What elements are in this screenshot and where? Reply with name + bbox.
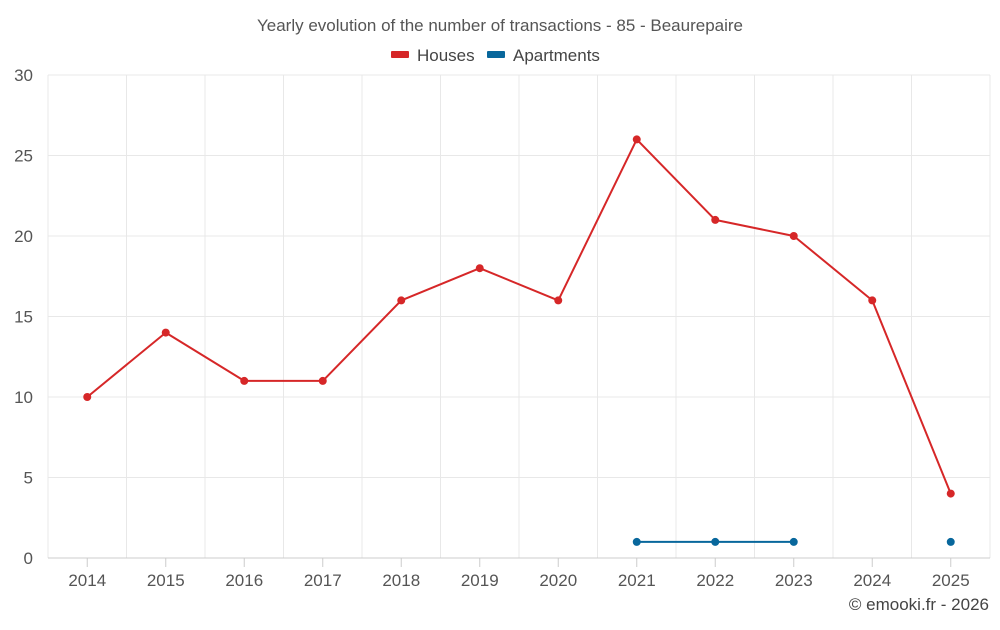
x-tick-label: 2017 xyxy=(304,571,342,590)
y-tick-label: 20 xyxy=(14,227,33,246)
y-tick-label: 10 xyxy=(14,388,33,407)
y-tick-label: 0 xyxy=(24,549,33,568)
legend-label-apartments: Apartments xyxy=(513,46,600,65)
data-point-houses[interactable] xyxy=(318,376,327,385)
data-point-houses[interactable] xyxy=(161,328,170,337)
series-line-houses xyxy=(86,138,952,494)
legend: Houses Apartments xyxy=(391,46,600,65)
x-tick-label: 2018 xyxy=(382,571,420,590)
data-point-houses[interactable] xyxy=(397,296,406,305)
legend-label-houses: Houses xyxy=(417,46,475,65)
data-point-houses[interactable] xyxy=(711,215,720,224)
legend-item-houses[interactable]: Houses xyxy=(391,46,475,65)
y-tick-label: 30 xyxy=(14,66,33,85)
data-point-apartments[interactable] xyxy=(711,537,720,546)
y-tick-label: 5 xyxy=(24,469,33,488)
x-tick-label: 2021 xyxy=(618,571,656,590)
legend-swatch-houses xyxy=(391,51,409,58)
x-tick-label: 2014 xyxy=(68,571,106,590)
x-tick-label: 2022 xyxy=(696,571,734,590)
data-point-apartments[interactable] xyxy=(946,537,955,546)
data-point-houses[interactable] xyxy=(946,489,955,498)
x-tick-label: 2025 xyxy=(932,571,970,590)
legend-swatch-apartments xyxy=(487,51,505,58)
x-tick-label: 2016 xyxy=(225,571,263,590)
legend-item-apartments[interactable]: Apartments xyxy=(487,46,600,65)
data-point-houses[interactable] xyxy=(554,296,563,305)
y-tick-label: 15 xyxy=(14,308,33,327)
y-tick-label: 25 xyxy=(14,147,33,166)
x-tick-label: 2019 xyxy=(461,571,499,590)
data-point-houses[interactable] xyxy=(789,232,798,240)
x-tick-label: 2023 xyxy=(775,571,813,590)
series xyxy=(83,135,955,546)
chart-title: Yearly evolution of the number of transa… xyxy=(257,16,743,35)
series-houses xyxy=(83,135,955,498)
data-point-houses[interactable] xyxy=(83,393,92,401)
x-tick-label: 2015 xyxy=(147,571,185,590)
data-point-houses[interactable] xyxy=(475,264,484,273)
data-point-apartments[interactable] xyxy=(789,537,798,546)
x-tick-label: 2024 xyxy=(853,571,891,590)
data-point-houses[interactable] xyxy=(868,296,877,305)
x-tick-label: 2020 xyxy=(539,571,577,590)
series-apartments xyxy=(632,537,955,546)
data-point-houses[interactable] xyxy=(632,135,641,144)
credit-text: © emooki.fr - 2026 xyxy=(849,595,989,614)
grid xyxy=(47,74,991,558)
data-point-apartments[interactable] xyxy=(632,537,641,546)
data-point-houses[interactable] xyxy=(240,376,249,385)
